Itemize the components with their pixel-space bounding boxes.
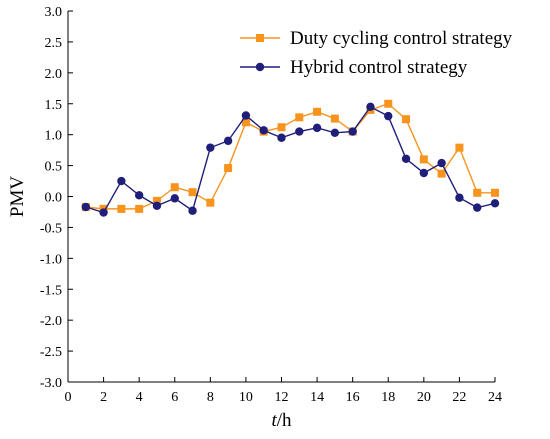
y-tick-label: 1.0 [45,129,63,144]
data-point [473,188,482,197]
data-point [312,123,322,133]
data-point [491,188,499,197]
data-point [384,99,393,108]
data-point [330,114,339,123]
data-point [384,111,393,121]
x-axis-title-variable: t [271,410,277,431]
data-point [295,113,304,122]
y-tick-label: 2.5 [45,36,63,51]
data-point [295,127,304,136]
data-point [99,208,108,217]
y-tick-label: -3.0 [40,376,62,391]
data-point [402,115,411,124]
legend-marker [255,62,265,72]
y-tick-label: 1.5 [45,98,63,113]
legend-item: Duty cycling control strategy [240,28,513,49]
x-tick-label: 0 [65,390,72,405]
data-point [401,154,411,163]
x-tick-label: 20 [417,390,431,405]
data-point [117,204,126,213]
series-line [85,102,495,210]
x-tick-label: 16 [346,390,360,405]
x-tick-label: 4 [136,390,143,405]
data-point [330,128,340,138]
data-point [224,164,233,173]
y-tick-label: -0.5 [40,221,62,236]
data-point [170,194,179,203]
y-axis-title: PMV [7,176,28,217]
x-tick-label: 12 [275,390,289,405]
series-layer [81,99,500,217]
data-point [188,206,197,215]
data-point [241,111,251,120]
x-tick-label: 10 [239,390,253,405]
series-1 [81,99,499,213]
y-tick-label: 0.5 [45,160,63,175]
legend-item: Hybrid control strategy [240,57,468,78]
x-tick-label: 22 [452,390,466,405]
y-tick-label: -2.0 [40,314,62,329]
y-tick-label: -1.5 [40,283,62,298]
y-tick-label: -2.5 [40,345,62,360]
x-axis-title-unit: /h [277,410,292,431]
data-point [259,126,268,135]
y-tick-label: 2.0 [45,67,63,82]
data-point [117,176,126,186]
data-point [135,204,144,213]
data-point [81,202,90,212]
x-tick-label: 18 [381,390,395,405]
data-point [366,102,375,112]
data-point [490,199,500,208]
data-point [152,201,162,210]
data-point [152,196,161,205]
legend-label: Duty cycling control strategy [290,28,513,49]
x-tick-label: 6 [171,390,178,405]
data-point [455,143,464,152]
legend-label: Hybrid control strategy [290,57,468,78]
data-point [206,143,215,152]
data-point [277,133,286,142]
legend: Duty cycling control strategy Hybrid cont… [240,28,513,78]
data-point [206,198,215,207]
data-point [348,127,357,136]
ticks: 3.0 2.5 2.0 1.5 1.0 0.5 0.0 -0.5 -1.0 -1.5 -2.0 -2.… [40,5,502,405]
data-point [437,169,446,178]
data-point [419,168,429,178]
data-point [170,183,179,192]
data-point [313,107,322,116]
x-tick-label: 14 [310,390,324,405]
y-tick-label: 3.0 [45,5,63,20]
data-point [188,188,197,197]
data-point [223,136,233,146]
series-2 [81,102,500,217]
x-tick-label: 8 [207,390,214,405]
x-axis-title: t/h [271,410,292,431]
data-point [241,118,250,127]
y-tick-label: 0.0 [45,191,63,206]
data-point [473,203,482,212]
data-point [277,123,286,132]
x-tick-label: 24 [488,390,502,405]
legend-marker [256,34,264,42]
data-point [437,158,446,168]
data-point [134,191,144,200]
data-point [455,193,464,202]
x-tick-label: 2 [100,390,107,405]
y-tick-label: -1.0 [40,252,62,267]
data-point [419,155,428,164]
